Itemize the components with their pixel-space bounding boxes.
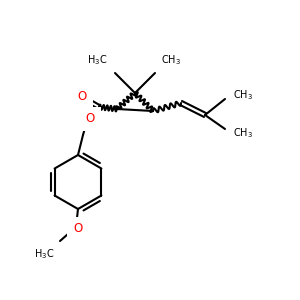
Text: O: O	[74, 223, 82, 236]
Text: CH$_3$: CH$_3$	[233, 126, 253, 140]
Text: O: O	[85, 112, 94, 125]
Text: H$_3$C: H$_3$C	[87, 53, 107, 67]
Text: CH$_3$: CH$_3$	[161, 53, 181, 67]
Text: O: O	[77, 91, 87, 103]
Text: H$_3$C: H$_3$C	[34, 247, 54, 261]
Text: CH$_3$: CH$_3$	[233, 88, 253, 102]
